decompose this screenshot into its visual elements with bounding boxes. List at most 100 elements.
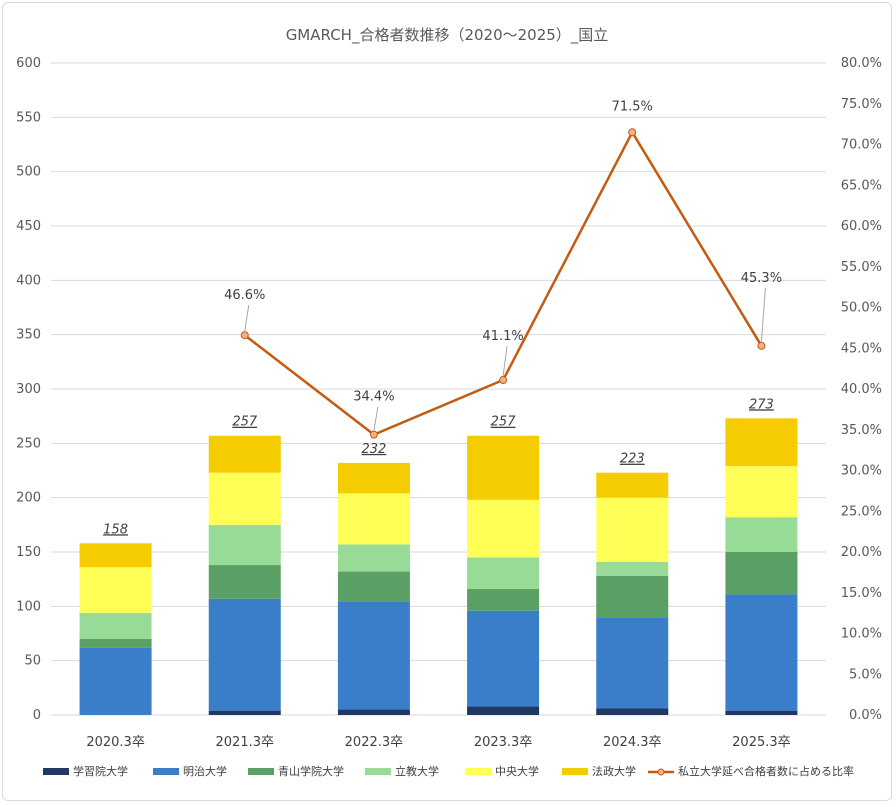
bar-segment (208, 472, 281, 525)
bar-segment (208, 565, 281, 599)
x-tick-label: 2025.3卒 (732, 735, 791, 750)
bar-segment (725, 552, 798, 595)
legend-label: 法政大学 (592, 764, 636, 778)
bar-segment (337, 601, 410, 710)
x-tick-label: 2024.3卒 (603, 735, 662, 750)
y2-tick-label: 45.0% (841, 341, 882, 356)
total-label: 257 (232, 415, 258, 430)
total-label: 223 (620, 452, 645, 467)
bar-segment (596, 561, 669, 576)
ratio-data-label: 34.4% (353, 390, 394, 405)
y-tick-label: 400 (16, 273, 41, 288)
x-tick-label: 2023.3卒 (474, 735, 533, 750)
bar-segment (725, 710, 798, 715)
bar-segment (467, 610, 540, 707)
bar-segment (79, 638, 152, 648)
legend: 学習院大学 明治大学 青山学院大学 立教大学 中央大学 法政大学 私立大学延べ合格者数に占め… (43, 764, 854, 778)
bar-segment (467, 499, 540, 558)
x-tick-label: 2020.3卒 (86, 735, 145, 750)
legend-swatch (43, 768, 69, 775)
category-axis: 2020.3卒 2021.3卒 2022.3卒 2023.3卒 2024.3卒 2025.… (86, 735, 790, 750)
bar-segment (208, 524, 281, 566)
bar-segment (337, 709, 410, 715)
bars (79, 418, 798, 715)
y2-tick-label: 10.0% (841, 627, 882, 642)
y2-tick-label: 75.0% (841, 97, 882, 112)
y-tick-label: 250 (16, 436, 41, 451)
y-tick-label: 0 (33, 708, 41, 723)
ratio-point (757, 341, 766, 350)
y2-tick-label: 20.0% (841, 545, 882, 560)
bar-segment (79, 567, 152, 613)
total-labels: 158 257 232 257 223 273 (103, 397, 774, 537)
ratio-data-label: 46.6% (224, 288, 265, 303)
y-tick-label: 350 (16, 328, 41, 343)
y-tick-label: 500 (16, 165, 41, 180)
y-tick-label: 300 (16, 382, 41, 397)
bar-segment (725, 517, 798, 552)
y-tick-label: 600 (16, 56, 41, 71)
left-axis: 0 50 100 150 200 250 300 350 400 450 500 550 600 (16, 56, 41, 723)
legend-swatch (153, 768, 179, 775)
legend-swatch (248, 768, 274, 775)
y2-tick-label: 55.0% (841, 260, 882, 275)
ratio-line: 46.6% 34.4% 41.1% 71.5% 45.3% (224, 99, 782, 439)
bar-segment (467, 588, 540, 611)
legend-swatch (365, 768, 391, 775)
ratio-data-label: 41.1% (482, 329, 523, 344)
y2-tick-label: 15.0% (841, 586, 882, 601)
bar-segment (596, 708, 669, 715)
bar-segment (467, 435, 540, 500)
ratio-point (499, 376, 508, 385)
chart-canvas: GMARCH_合格者数推移（2020～2025）_国立 0 50 100 150 200… (16, 26, 882, 778)
ratio-data-label: 45.3% (741, 271, 782, 286)
legend-label: 学習院大学 (73, 764, 128, 778)
bar-segment (725, 594, 798, 711)
legend-label: 立教大学 (395, 764, 439, 778)
y-tick-label: 450 (16, 219, 41, 234)
y2-tick-label: 60.0% (841, 219, 882, 234)
total-label: 232 (362, 442, 387, 457)
y-tick-label: 150 (16, 545, 41, 560)
ratio-leader-line (760, 287, 766, 342)
bar-segment (725, 418, 798, 467)
y2-tick-label: 25.0% (841, 504, 882, 519)
bar-segment (596, 472, 669, 498)
bar-segment (467, 557, 540, 589)
bar-segment (208, 710, 281, 715)
ratio-leader-line (244, 305, 250, 332)
y2-tick-label: 0.0% (849, 708, 882, 723)
bar-segment (337, 571, 410, 602)
bar-segment (208, 435, 281, 473)
bar-segment (337, 462, 410, 494)
y2-tick-label: 5.0% (849, 667, 882, 682)
bar-segment (725, 466, 798, 518)
ratio-leader-line (373, 406, 379, 431)
total-label: 158 (103, 522, 128, 537)
bar-segment (79, 647, 152, 715)
legend-label: 中央大学 (495, 764, 539, 778)
legend-line-marker (657, 768, 665, 776)
y2-tick-label: 65.0% (841, 178, 882, 193)
total-label: 257 (491, 415, 517, 430)
bar-segment (596, 617, 669, 709)
y2-tick-label: 35.0% (841, 423, 882, 438)
ratio-point (369, 430, 378, 439)
ratio-point (628, 128, 637, 137)
chart-title: GMARCH_合格者数推移（2020～2025）_国立 (286, 26, 609, 45)
legend-swatch (562, 768, 588, 775)
ratio-data-label: 71.5% (612, 99, 653, 114)
bar-segment (79, 543, 152, 568)
y2-tick-label: 30.0% (841, 464, 882, 479)
gridlines (51, 62, 826, 716)
y-tick-label: 100 (16, 599, 41, 614)
y-tick-label: 50 (24, 654, 41, 669)
legend-swatch (465, 768, 491, 775)
bar-segment (337, 493, 410, 545)
ratio-leader-line (502, 345, 508, 377)
y2-tick-label: 50.0% (841, 301, 882, 316)
bar-segment (596, 497, 669, 562)
y2-tick-label: 80.0% (841, 56, 882, 71)
bar-segment (596, 575, 669, 618)
